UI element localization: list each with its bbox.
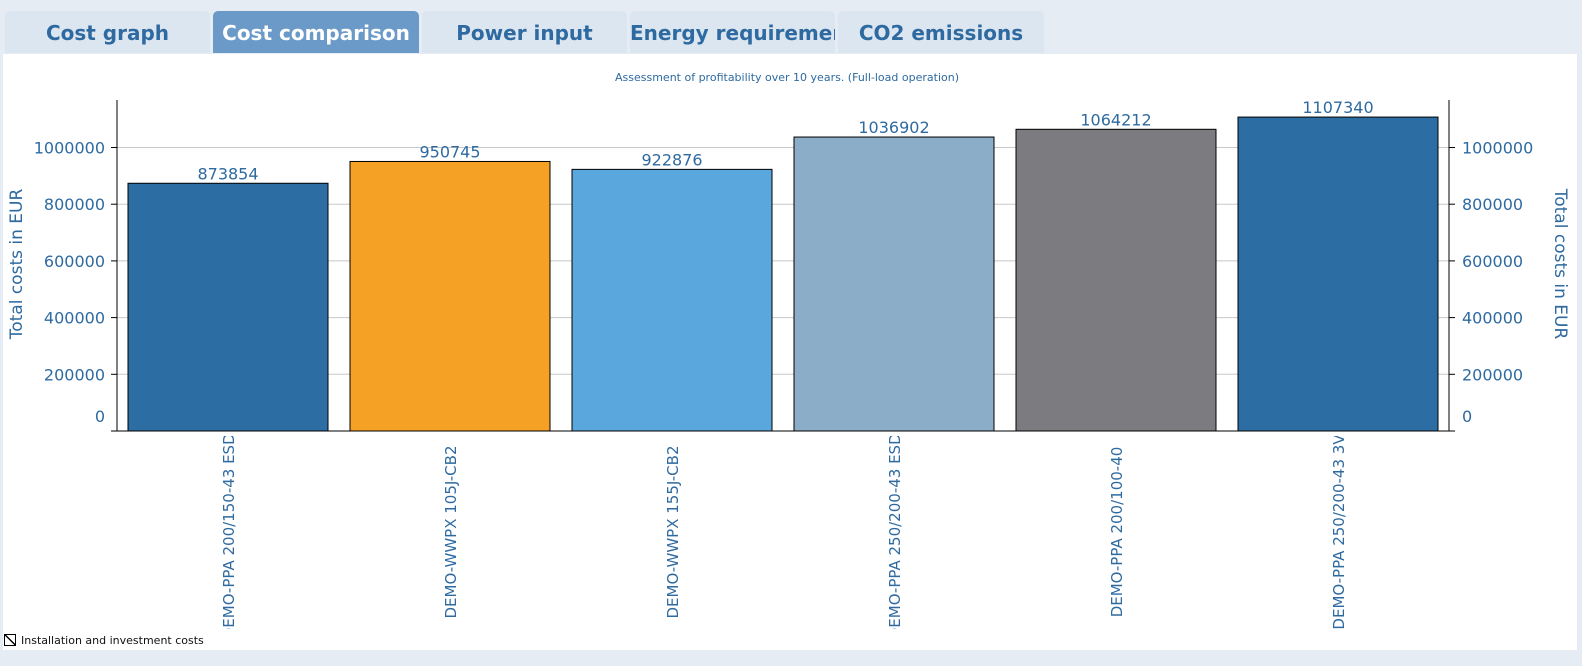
bar xyxy=(1237,116,1439,432)
bar-value-label: 1107340 xyxy=(1302,98,1373,117)
bar-value-label: 1036902 xyxy=(858,118,929,137)
bar-value-label: 950745 xyxy=(419,142,480,161)
bar xyxy=(1015,128,1217,432)
bar xyxy=(571,168,773,432)
bar xyxy=(127,182,329,432)
y-tick-label-right: 200000 xyxy=(1462,365,1523,384)
y-tick-label-right: 0 xyxy=(1462,407,1472,426)
y-tick-label-left: 200000 xyxy=(44,365,105,384)
bar-value-label: 922876 xyxy=(641,150,702,169)
x-tick-label: DEMO-WWPX 155J-CB2 xyxy=(664,446,682,619)
x-tick-label: DEMO-PPA 200/100-40 xyxy=(1108,447,1126,618)
y-tick-label-left: 800000 xyxy=(44,195,105,214)
y-tick-label-right: 400000 xyxy=(1462,309,1523,328)
y-tick-label-right: 600000 xyxy=(1462,252,1523,271)
tab-co2-emissions[interactable]: CO2 emissions xyxy=(838,11,1044,53)
y-tick-label-right: 1000000 xyxy=(1462,139,1533,158)
x-tick-label: DEMO-PPA 200/150-43 ESDF xyxy=(220,425,238,640)
bar xyxy=(793,136,995,432)
hatch-legend-icon xyxy=(4,634,16,646)
y-axis-label-left: Total costs in EUR xyxy=(7,189,27,341)
y-tick-label-left: 400000 xyxy=(44,309,105,328)
x-tick-label: DEMO-WWPX 105J-CB2 xyxy=(442,446,460,619)
y-tick-label-right: 800000 xyxy=(1462,195,1523,214)
tab-cost-graph[interactable]: Cost graph xyxy=(5,11,210,53)
bar xyxy=(349,160,551,432)
x-tick-label: DEMO-PPA 250/200-43 ESDF xyxy=(886,425,904,640)
y-axis-label-right: Total costs in EUR xyxy=(1550,188,1570,340)
tab-energy-requirements[interactable]: Energy requirements xyxy=(630,11,835,53)
x-tick-label: DEMO-PPA 250/200-43 3V xyxy=(1330,434,1348,630)
bar-value-label: 873854 xyxy=(197,164,258,183)
y-tick-label-left: 0 xyxy=(95,407,105,426)
y-tick-label-left: 600000 xyxy=(44,252,105,271)
y-tick-label-left: 1000000 xyxy=(34,139,105,158)
chart-title: Assessment of profitability over 10 year… xyxy=(615,71,959,84)
tab-power-input[interactable]: Power input xyxy=(422,11,627,53)
legend-label: Installation and investment costs xyxy=(21,633,204,647)
bar-value-label: 1064212 xyxy=(1080,110,1151,129)
tab-cost-comparison[interactable]: Cost comparison xyxy=(213,11,419,53)
legend: Installation and investment costs xyxy=(4,632,204,648)
